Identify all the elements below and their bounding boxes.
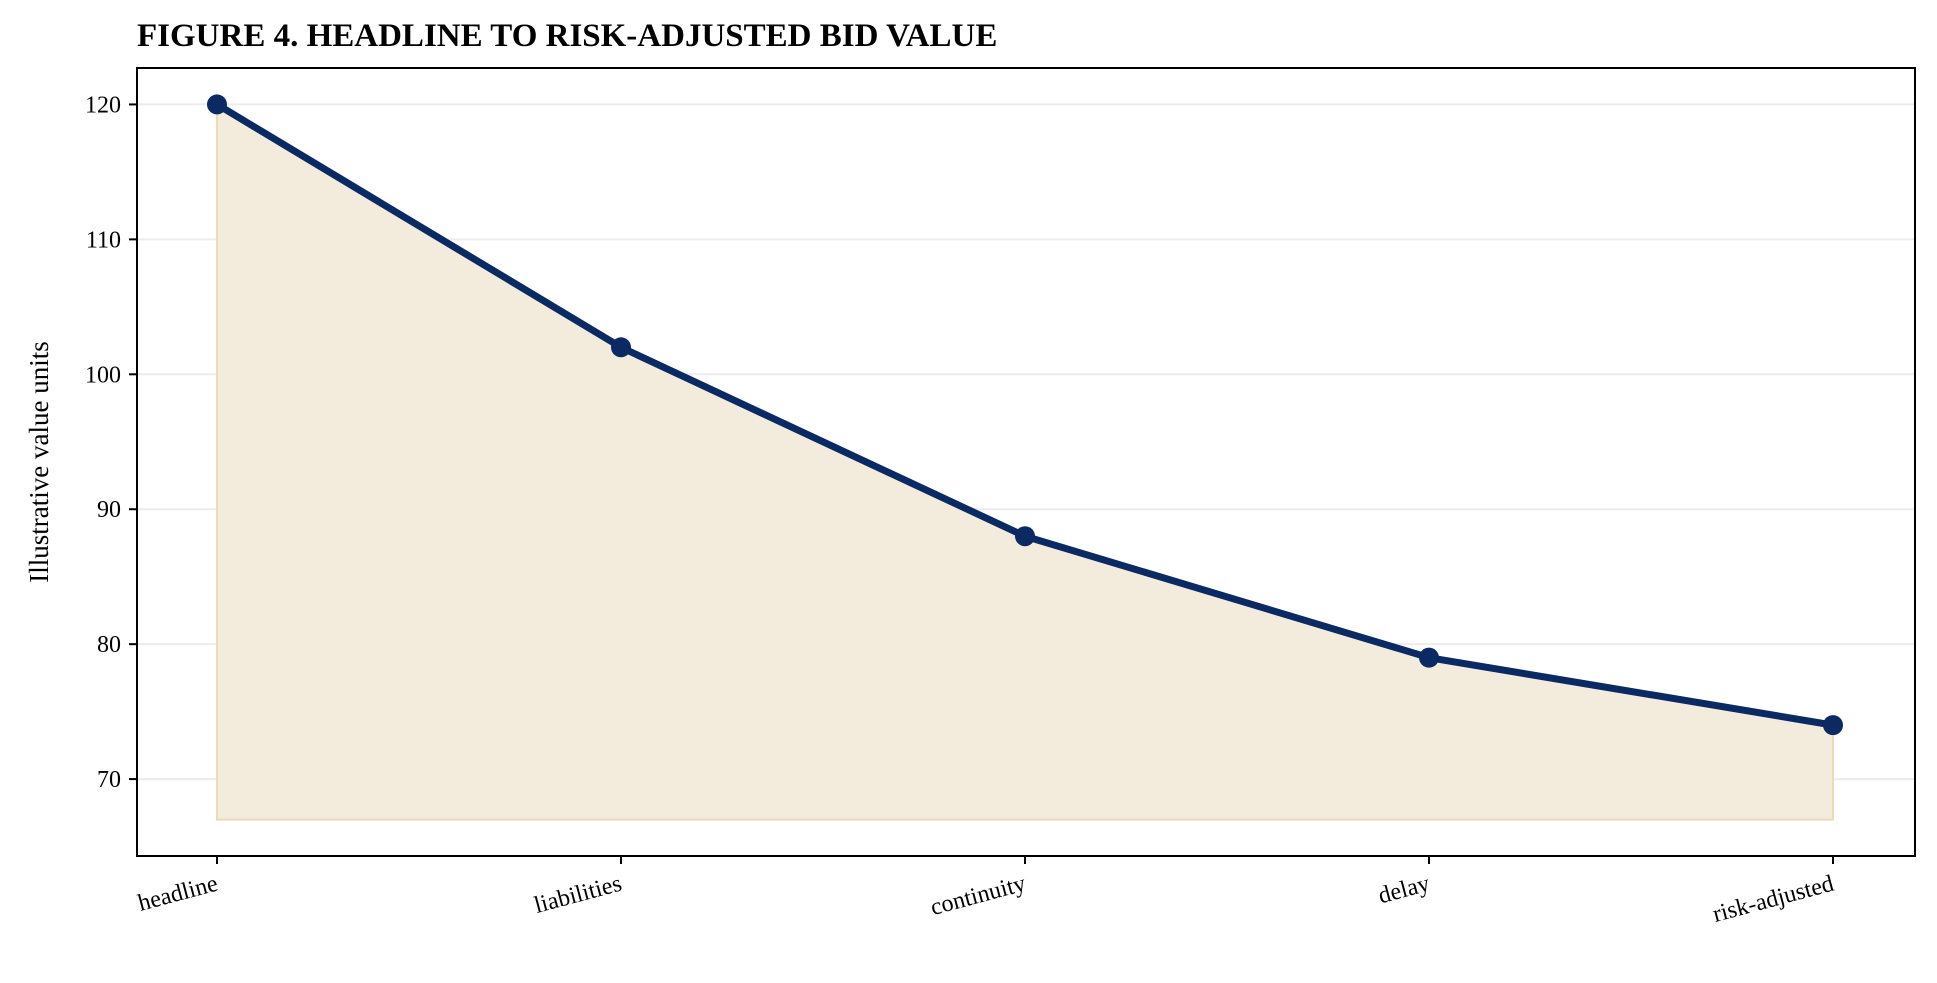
area-fill-layer [216, 102, 1834, 821]
y-tick-label: 110 [86, 227, 121, 253]
chart-title: FIGURE 4. HEADLINE TO RISK-ADJUSTED BID … [137, 18, 997, 54]
y-tick-label: 100 [85, 362, 121, 388]
y-tick-label: 70 [97, 767, 121, 793]
data-point-continuity [1015, 526, 1035, 547]
data-points [207, 94, 1843, 736]
y-tick-label: 80 [97, 632, 121, 658]
x-tick-label-delay: delay [1376, 871, 1433, 910]
y-axis-label: Illustrative value units [24, 341, 54, 582]
data-point-delay [1419, 647, 1439, 668]
x-tick-label-liabilities: liabilities [532, 871, 625, 919]
x-tick-label-risk-adjusted: risk-adjusted [1710, 871, 1836, 928]
y-axis-ticks: 70 80 90 100 110 120 [85, 92, 137, 793]
area-fill [216, 102, 1834, 821]
data-point-headline [207, 94, 227, 115]
data-point-liabilities [611, 337, 631, 358]
data-point-risk-adjusted [1823, 715, 1843, 736]
x-tick-label-continuity: continuity [928, 871, 1029, 921]
x-axis-ticks: headline liabilities continuity delay risk-a… [135, 856, 1837, 928]
y-tick-label: 90 [97, 497, 121, 523]
x-tick-label-headline: headline [135, 871, 220, 917]
y-tick-label: 120 [85, 92, 121, 118]
